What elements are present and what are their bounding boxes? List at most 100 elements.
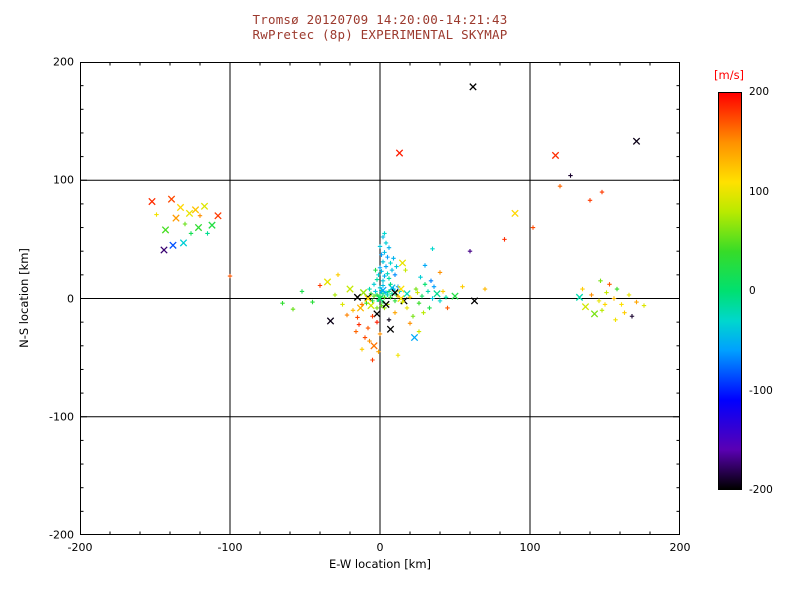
data-point: [581, 303, 590, 311]
data-point: [422, 263, 428, 268]
colorbar-tick-label: 100: [749, 185, 770, 198]
data-point: [172, 214, 180, 222]
data-point: [373, 289, 378, 294]
y-tick-label: 200: [53, 55, 74, 69]
data-point: [379, 252, 384, 257]
data-point: [332, 292, 338, 298]
data-point: [205, 231, 210, 236]
data-point: [290, 306, 296, 312]
data-point: [404, 305, 410, 311]
data-point: [340, 302, 345, 307]
data-point: [388, 295, 393, 300]
data-point: [356, 304, 365, 312]
data-point: [589, 292, 594, 298]
data-point: [626, 292, 632, 298]
y-tick-label: -100: [49, 410, 74, 424]
data-point: [416, 329, 422, 334]
data-point: [386, 245, 392, 250]
data-point: [317, 283, 323, 288]
data-point: [379, 286, 387, 294]
data-point: [194, 223, 203, 232]
data-point: [380, 278, 386, 283]
data-point: [383, 240, 389, 246]
data-point: [418, 275, 423, 280]
data-point: [407, 295, 413, 300]
data-point: [356, 322, 362, 327]
data-point: [568, 173, 573, 178]
data-point: [350, 308, 356, 313]
data-point: [400, 299, 405, 305]
data-point: [397, 285, 405, 293]
x-tick-label: 200: [669, 541, 691, 554]
data-point: [440, 289, 446, 294]
data-point: [482, 286, 488, 292]
data-point: [632, 137, 641, 145]
data-point: [530, 225, 536, 230]
data-point: [413, 286, 419, 292]
data-point: [359, 288, 368, 297]
data-point: [634, 299, 639, 305]
data-point: [392, 310, 398, 315]
data-point: [511, 209, 519, 218]
data-point: [370, 342, 378, 350]
data-point: [391, 288, 399, 297]
data-point: [580, 286, 585, 292]
data-point: [179, 239, 188, 247]
data-point: [214, 212, 222, 220]
data-point: [422, 282, 428, 287]
data-point: [388, 282, 393, 287]
data-point: [382, 231, 387, 236]
data-point: [383, 264, 389, 269]
data-point: [599, 189, 605, 195]
data-point: [386, 325, 395, 333]
data-point: [367, 301, 375, 310]
data-point: [379, 303, 384, 308]
data-point: [607, 282, 612, 287]
data-point: [641, 303, 647, 308]
data-point: [380, 234, 386, 240]
data-point: [376, 349, 381, 354]
data-point: [619, 302, 624, 307]
colorbar-units-label: [m/s]: [714, 68, 745, 82]
data-point: [602, 302, 608, 307]
data-point: [323, 278, 332, 286]
data-point: [335, 272, 341, 278]
data-point: [427, 305, 432, 311]
data-point: [587, 198, 593, 203]
data-point: [359, 302, 365, 307]
data-point: [403, 267, 408, 273]
data-point: [200, 202, 209, 210]
data-point: [599, 308, 605, 313]
data-point: [374, 277, 380, 282]
data-point: [353, 293, 362, 301]
data-point: [403, 290, 411, 298]
data-point: [430, 296, 435, 301]
y-axis-title: N-S location [km]: [17, 248, 31, 348]
data-point: [629, 314, 635, 319]
data-point: [410, 333, 419, 342]
data-point: [380, 259, 386, 265]
data-point: [365, 325, 371, 331]
data-point: [161, 226, 170, 234]
data-point: [160, 246, 168, 254]
data-point: [280, 301, 285, 306]
data-point: [430, 246, 435, 252]
x-tick-label: -100: [217, 541, 243, 554]
data-point: [370, 357, 375, 363]
data-point: [382, 295, 387, 300]
data-point: [227, 273, 233, 279]
data-point: [367, 286, 372, 292]
data-point: [353, 329, 359, 334]
data-point: [386, 317, 392, 322]
data-point: [346, 285, 354, 293]
data-point: [385, 271, 390, 276]
data-point: [310, 299, 315, 305]
plot-area: [80, 62, 680, 535]
data-point: [382, 273, 387, 279]
data-point: [437, 298, 443, 304]
data-point: [376, 272, 381, 278]
data-point: [380, 283, 386, 288]
data-point: [386, 276, 392, 281]
data-point: [374, 319, 380, 325]
